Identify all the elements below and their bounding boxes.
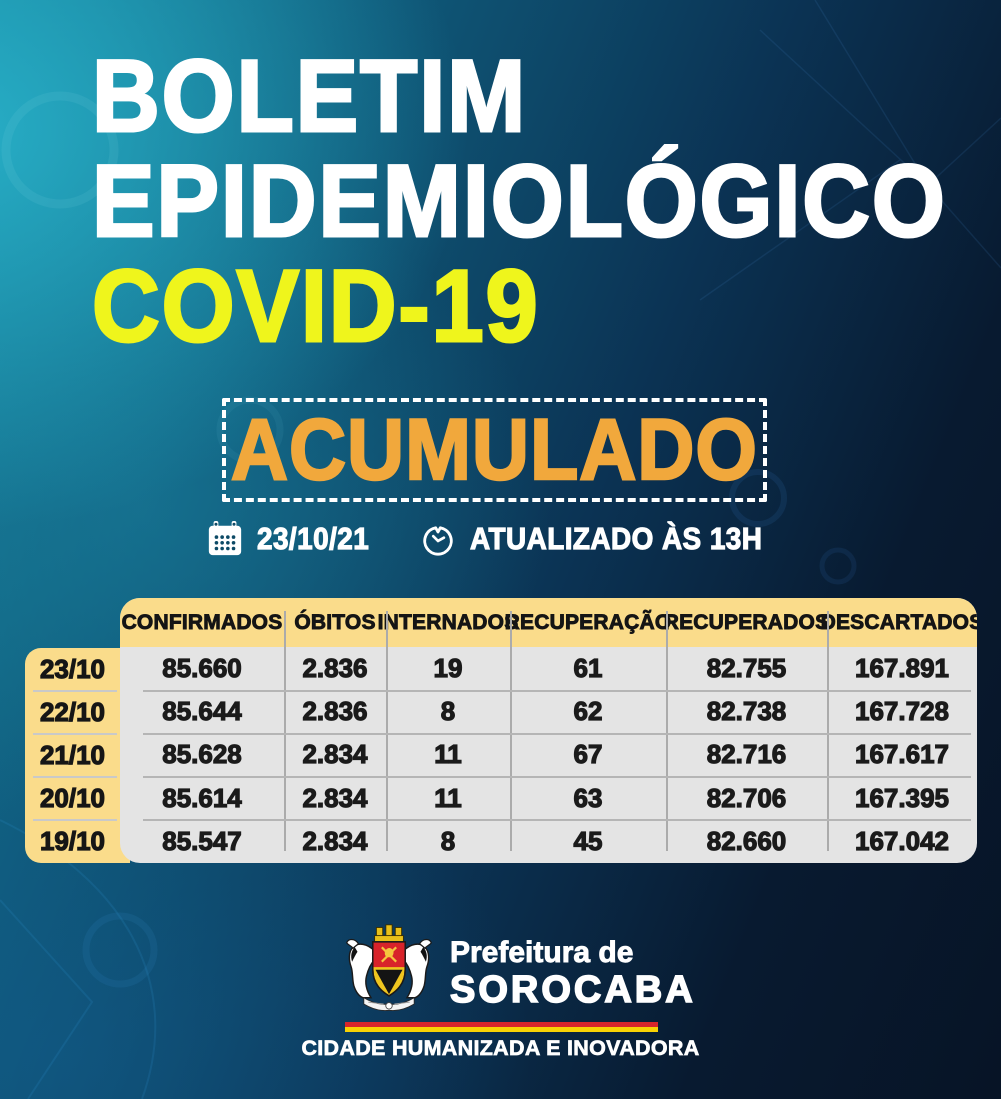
row-divider <box>33 733 117 735</box>
row-divider <box>33 819 117 821</box>
row-divider <box>143 733 971 735</box>
row-date: 23/10 <box>25 648 130 691</box>
update-date: 23/10/21 <box>256 520 369 556</box>
table-cell: 167.395 <box>854 782 949 813</box>
table-cell: 82.660 <box>706 825 787 856</box>
row-divider <box>33 690 117 692</box>
table-panel: CONFIRMADOS ÓBITOS INTERNADOS RECUPERAÇÃ… <box>120 598 977 863</box>
title-text-covid19: COVID-19 <box>91 249 540 363</box>
acumulado-label: ACUMULADO <box>230 402 758 498</box>
update-time-label: ATUALIZADO ÀS 13H <box>470 520 763 556</box>
title-line-3: COVID-19 <box>91 249 1001 363</box>
table-header-row: CONFIRMADOS ÓBITOS INTERNADOS RECUPERAÇÃ… <box>120 598 977 647</box>
column-divider <box>510 611 512 851</box>
row-date: 22/10 <box>25 691 130 734</box>
table-row: 85.644 2.836 8 62 82.738 167.728 <box>120 690 977 733</box>
column-header: DESCARTADOS <box>820 610 977 634</box>
column-header: INTERNADOS <box>377 610 519 634</box>
table-cell: 82.716 <box>706 739 787 770</box>
table-cell: 85.644 <box>162 696 243 727</box>
row-divider <box>143 776 971 778</box>
row-date: 19/10 <box>25 820 130 863</box>
column-divider <box>666 611 668 851</box>
org-prefix: Prefeitura de <box>450 936 634 970</box>
table-cell: 67 <box>573 739 603 770</box>
row-date-label: 23/10 <box>39 653 106 684</box>
table-cell: 85.628 <box>162 739 243 770</box>
flag-stripe-yellow <box>345 1027 658 1032</box>
table-cell: 61 <box>573 652 603 684</box>
column-header: RECUPERADOS <box>663 610 830 634</box>
column-divider <box>827 611 829 851</box>
row-date-label: 21/10 <box>39 739 106 770</box>
table-cell: 8 <box>440 825 456 856</box>
table-row: 85.660 2.836 19 61 82.755 167.891 <box>120 647 977 690</box>
sorocaba-crest-icon <box>345 924 433 1011</box>
table-cell: 8 <box>440 696 456 727</box>
table-cell: 167.728 <box>854 696 949 727</box>
table-cell: 62 <box>573 696 603 727</box>
table-cell: 85.614 <box>162 782 243 813</box>
date-column: 23/10 22/10 21/10 20/10 19/10 <box>25 648 130 863</box>
update-row: 23/10/21 ATUALIZADO ÀS 13H <box>0 513 1001 565</box>
column-divider <box>284 611 286 851</box>
table-cell: 82.706 <box>706 782 787 813</box>
table-cell: 63 <box>573 782 603 813</box>
row-date-label: 22/10 <box>39 696 106 727</box>
table-cell: 2.836 <box>302 652 368 684</box>
update-time-item: ATUALIZADO ÀS 13H <box>419 519 795 559</box>
row-date: 20/10 <box>25 777 130 820</box>
table-row: 85.628 2.834 11 67 82.716 167.617 <box>120 733 977 776</box>
table-cell: 11 <box>434 782 463 813</box>
table-cell: 11 <box>434 739 463 770</box>
column-header: RECUPERAÇÃO <box>504 610 672 634</box>
column-header: CONFIRMADOS <box>121 610 283 634</box>
clock-icon <box>423 526 454 556</box>
column-header: ÓBITOS <box>294 610 376 634</box>
city-motto: CIDADE HUMANIZADA E INOVADORA <box>301 1036 700 1061</box>
table-cell: 2.836 <box>302 696 368 727</box>
update-date-item: 23/10/21 <box>206 519 382 559</box>
table-cell: 19 <box>433 652 463 684</box>
title-line-1: BOLETIM <box>91 39 1001 153</box>
org-name-block: Prefeitura de SOROCABA <box>449 936 696 1011</box>
table-cell: 45 <box>573 825 603 856</box>
table-cell: 2.834 <box>302 739 368 770</box>
org-name: SOROCABA <box>449 969 696 1011</box>
row-date-label: 19/10 <box>39 825 106 856</box>
title-text-epidemiologico: EPIDEMIOLÓGICO <box>91 144 947 258</box>
column-divider <box>386 611 388 851</box>
row-date: 21/10 <box>25 734 130 777</box>
table-cell: 167.617 <box>854 739 949 770</box>
row-divider <box>33 776 117 778</box>
page-title: BOLETIM EPIDEMIOLÓGICO COVID-19 <box>91 39 1001 363</box>
data-table: 23/10 22/10 21/10 20/10 19/10 CONFIRMADO… <box>25 598 977 863</box>
table-cell: 167.891 <box>854 652 949 684</box>
title-text-boletim: BOLETIM <box>91 39 528 153</box>
acumulado-badge: ACUMULADO <box>222 398 767 502</box>
table-cell: 2.834 <box>302 825 368 856</box>
table-cell: 85.547 <box>162 825 243 856</box>
row-divider <box>143 690 971 692</box>
flag-stripe-red <box>345 1022 658 1027</box>
title-line-2: EPIDEMIOLÓGICO <box>91 144 1001 258</box>
flag-stripe <box>345 1022 658 1032</box>
calendar-icon <box>208 520 241 556</box>
table-cell: 167.042 <box>854 825 949 856</box>
table-cell: 82.755 <box>706 652 787 684</box>
table-cell: 2.834 <box>302 782 368 813</box>
row-date-label: 20/10 <box>39 782 106 813</box>
table-row: 85.547 2.834 8 45 82.660 167.042 <box>120 820 977 863</box>
table-cell: 85.660 <box>162 652 243 684</box>
table-cell: 82.738 <box>706 696 787 727</box>
row-divider <box>143 819 971 821</box>
table-row: 85.614 2.834 11 63 82.706 167.395 <box>120 777 977 820</box>
